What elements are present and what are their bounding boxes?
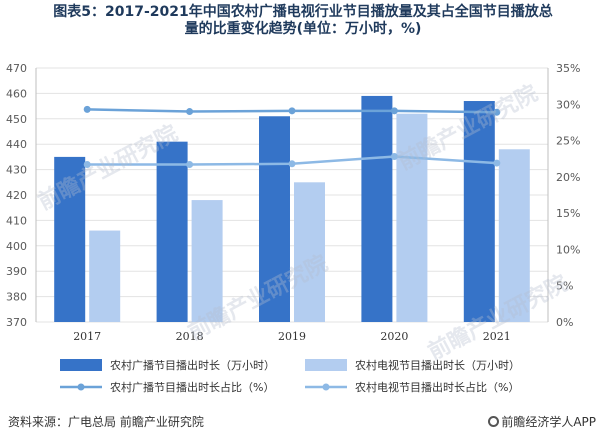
y-left-tick-label: 390 (6, 265, 27, 278)
legend-label: 农村电视节目播出时长（万小时） (355, 358, 520, 372)
bar-1 (361, 95, 393, 322)
legend-swatch (60, 359, 102, 371)
y-right-tick-label: 5% (556, 280, 573, 293)
brand-text: 前瞻经济学人APP (501, 415, 596, 429)
y-left-tick-label: 470 (6, 62, 27, 75)
line-point-1 (390, 107, 398, 115)
source-note: 资料来源：广电总局 前瞻产业研究院 (8, 415, 204, 429)
y-left-tick-label: 430 (6, 164, 27, 177)
x-tick-label: 2019 (278, 330, 306, 343)
line-point-2 (83, 161, 91, 169)
chart-svg: 370 380 390 400 410 420 430 440 450 460 470 0% 5% 10%… (6, 62, 580, 394)
legend-label: 农村电视节目播出时长占比（%） (355, 380, 519, 394)
bar-2 (89, 230, 121, 322)
bar-1 (54, 156, 86, 322)
line-point-1 (493, 108, 501, 116)
bar-1 (156, 141, 188, 322)
chart-title-line2: 量的比重变化趋势(单位：万小时，%) (184, 21, 422, 37)
bar-1 (259, 116, 290, 322)
x-tick-label: 2021 (483, 330, 511, 343)
y-left-tick-label: 410 (6, 214, 27, 227)
y-left-tick-label: 420 (6, 189, 27, 202)
y-right-tick-label: 20% (556, 171, 580, 184)
y-right-tick-label: 25% (556, 135, 580, 148)
line-point-2 (288, 160, 296, 168)
y-left-tick-label: 380 (6, 291, 27, 304)
legend-marker (77, 383, 85, 391)
bar-2 (498, 149, 530, 322)
line-point-1 (288, 107, 296, 115)
legend-label: 农村广播节目播出时长（万小时） (110, 358, 275, 372)
chart-title: 图表5：2017-2021年中国农村广播电视行业节目播放量及其占全国节目播放总 … (8, 4, 598, 38)
y-left-tick-label: 450 (6, 113, 27, 126)
bar-2 (396, 113, 428, 322)
brand-label: 前瞻经济学人APP (488, 413, 596, 430)
y-right-tick-label: 35% (556, 62, 580, 75)
legend-marker (322, 383, 330, 391)
line-point-2 (493, 159, 501, 167)
y-left-tick-label: 370 (6, 316, 27, 329)
legend-label: 农村广播节目播出时长占比（%） (110, 380, 274, 394)
brand-logo-icon (488, 416, 500, 427)
y-right-tick-label: 15% (556, 207, 580, 220)
y-right-tick-label: 0% (556, 316, 573, 329)
bar-1 (463, 101, 495, 323)
line-point-2 (390, 153, 398, 161)
bar-2 (294, 182, 325, 322)
y-right-tick-label: 30% (556, 98, 580, 111)
y-left-tick-label: 440 (6, 138, 27, 151)
line-point-2 (186, 161, 194, 169)
x-tick-label: 2020 (380, 330, 408, 343)
chart-title-line1: 图表5：2017-2021年中国农村广播电视行业节目播放量及其占全国节目播放总 (53, 4, 553, 20)
x-tick-label: 2018 (176, 330, 204, 343)
line-point-1 (186, 108, 194, 116)
x-tick-label: 2017 (73, 330, 101, 343)
y-right-tick-label: 10% (556, 243, 580, 256)
line-point-1 (83, 105, 91, 113)
bar-2 (191, 200, 223, 322)
y-left-tick-label: 460 (6, 87, 27, 100)
legend-swatch (305, 359, 347, 371)
y-left-tick-label: 400 (6, 240, 27, 253)
